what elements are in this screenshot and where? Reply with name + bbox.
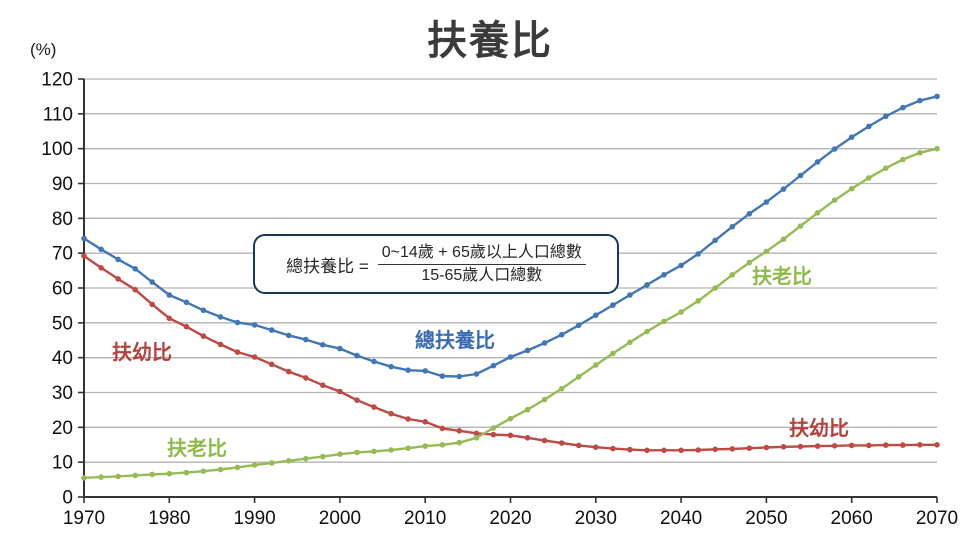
x-tick-label: 2030 <box>575 508 617 529</box>
x-tick-label: 1990 <box>233 508 275 529</box>
child-ratio-label-right: 扶幼比 <box>789 418 849 440</box>
formula-denominator: 15-65歲人口總數 <box>421 266 543 284</box>
y-tick-label: 110 <box>43 104 73 125</box>
y-tick-label: 80 <box>52 209 73 230</box>
y-axis-unit-label: (%) <box>30 40 57 59</box>
y-tick-label: 90 <box>52 174 73 195</box>
x-axis: 1970 1980 1990 2000 2010 2020 2030 2040 2050 2060… <box>63 496 958 529</box>
elderly-ratio-label-left: 扶老比 <box>167 438 227 460</box>
x-tick-label: 2050 <box>745 508 787 529</box>
y-tick-label: 20 <box>52 418 73 439</box>
chart-title: 扶養比 <box>427 19 553 63</box>
x-tick-label: 2000 <box>319 508 361 529</box>
y-tick-label: 30 <box>52 383 73 404</box>
y-tick-label: 0 <box>62 488 73 509</box>
formula-annotation-box: 總扶養比 = 0~14歲 + 65歲以上人口總數 15-65歲人口總數 <box>253 234 619 294</box>
child-ratio-label-left: 扶幼比 <box>112 342 172 364</box>
y-tick-label: 60 <box>52 279 73 300</box>
y-tick-label: 70 <box>52 244 73 265</box>
x-tick-label: 2010 <box>404 508 446 529</box>
x-tick-label: 2070 <box>916 508 958 529</box>
formula-fraction: 0~14歲 + 65歲以上人口總數 15-65歲人口總數 <box>377 243 586 286</box>
y-tick-label: 100 <box>41 139 73 160</box>
y-tick-label: 40 <box>52 348 73 369</box>
x-tick-label: 1970 <box>63 508 105 529</box>
series-elderly <box>81 145 940 481</box>
total-ratio-label: 總扶養比 <box>415 330 495 352</box>
series-total <box>81 93 940 380</box>
x-tick-label: 1980 <box>148 508 190 529</box>
x-tick-label: 2020 <box>489 508 531 529</box>
y-tick-label: 10 <box>52 453 73 474</box>
y-tick-label: 120 <box>41 70 73 91</box>
x-tick-label: 2060 <box>831 508 873 529</box>
series-child <box>81 253 940 454</box>
x-tick-label: 2040 <box>660 508 702 529</box>
formula-numerator: 0~14歲 + 65歲以上人口總數 <box>377 243 586 265</box>
formula-lhs: 總扶養比 = <box>286 256 369 276</box>
y-axis: 0 10 20 30 40 50 60 70 80 90 100 110 120 <box>41 70 85 509</box>
y-tick-label: 50 <box>52 313 73 334</box>
elderly-ratio-label-right: 扶老比 <box>752 266 812 288</box>
